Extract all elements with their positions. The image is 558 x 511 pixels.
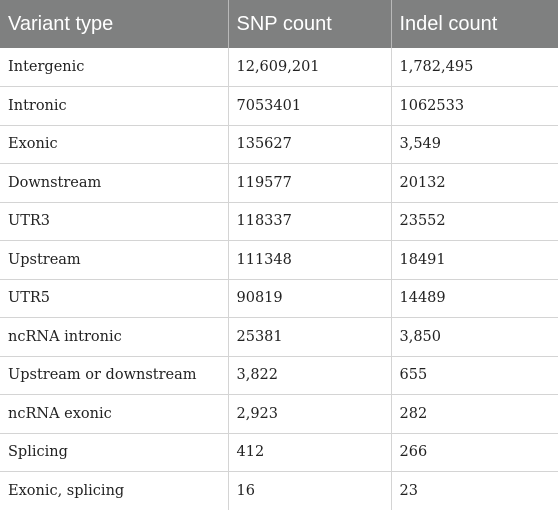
header-indel-count: Indel count [399, 12, 498, 35]
table-row: Splicing 412 266 [0, 433, 558, 472]
table-header: Variant type SNP count Indel count [0, 0, 558, 48]
indel-count-cell: 282 [391, 394, 558, 434]
indel-count-cell: 1062533 [391, 86, 558, 126]
variant-type-cell: Downstream [0, 163, 229, 203]
table-row: Downstream 119577 20132 [0, 163, 558, 203]
snp-count-cell: 135627 [228, 125, 392, 164]
variant-type-cell: Exonic [0, 125, 229, 164]
indel-count-cell: 23552 [391, 202, 558, 241]
snp-count-cell: 7053401 [228, 86, 392, 126]
variant-type-cell: Exonic, splicing [0, 471, 229, 510]
variant-type-cell: UTR5 [0, 279, 229, 318]
variant-type-cell: UTR3 [0, 202, 229, 241]
indel-count-cell: 18491 [391, 240, 558, 280]
variant-type-cell: Intergenic [0, 48, 229, 87]
snp-count-cell: 412 [228, 433, 392, 472]
table-row: UTR3 118337 23552 [0, 202, 558, 241]
indel-count-cell: 23 [399, 483, 418, 499]
table-row: ncRNA intronic 25381 3,850 [0, 317, 558, 357]
snp-count-cell: 119577 [228, 163, 392, 203]
table-row: Upstream 111348 18491 [0, 240, 558, 280]
indel-count-cell: 655 [391, 356, 558, 395]
indel-count-cell: 3,549 [391, 125, 558, 164]
header-snp-count: SNP count [228, 0, 392, 48]
header-variant-type: Variant type [0, 0, 229, 48]
snp-count-cell: 3,822 [228, 356, 392, 395]
header-row: Variant type SNP count Indel count [0, 0, 558, 48]
snp-count-cell: 90819 [228, 279, 392, 318]
indel-count-cell: 1,782,495 [391, 48, 558, 87]
table-row: Upstream or downstream 3,822 655 [0, 356, 558, 395]
variant-type-cell: Intronic [0, 86, 229, 126]
snp-count-cell: 12,609,201 [228, 48, 392, 87]
table-row: UTR5 90819 14489 [0, 279, 558, 318]
table-row: Exonic 135627 3,549 [0, 125, 558, 164]
snp-count-cell: 25381 [228, 317, 392, 357]
snp-count-cell: 111348 [228, 240, 392, 280]
indel-count-cell: 3,850 [391, 317, 558, 357]
variant-type-cell: Upstream [0, 240, 229, 280]
variant-type-cell: Splicing [0, 433, 229, 472]
indel-count-cell: 266 [391, 433, 558, 472]
snp-count-cell: 2,923 [228, 394, 392, 434]
indel-count-cell: 14489 [391, 279, 558, 318]
variant-type-cell: ncRNA intronic [0, 317, 229, 357]
snp-count-cell: 118337 [228, 202, 392, 241]
snp-count-cell: 16 [228, 471, 392, 510]
table-body: Intergenic 12,609,201 1,782,495 Intronic… [0, 48, 558, 510]
table-row: Intronic 7053401 1062533 [0, 86, 558, 126]
table-row: Intergenic 12,609,201 1,782,495 [0, 48, 558, 87]
variant-type-cell: Upstream or downstream [0, 356, 229, 395]
indel-count-cell: 20132 [391, 163, 558, 203]
table-row: Exonic, splicing 16 23 [0, 471, 558, 510]
variant-type-cell: ncRNA exonic [0, 394, 229, 434]
table-row: ncRNA exonic 2,923 282 [0, 394, 558, 434]
